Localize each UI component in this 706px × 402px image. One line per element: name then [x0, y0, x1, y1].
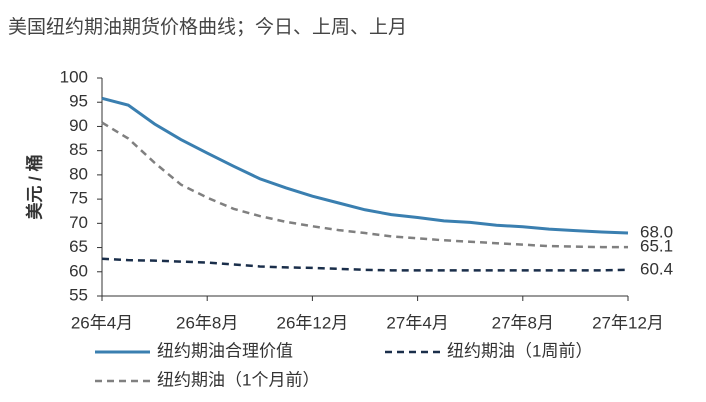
- x-tick-label: 26年12月: [276, 313, 348, 332]
- y-tick-label: 90: [69, 116, 88, 135]
- legend-label: 纽约期油合理价值: [157, 341, 293, 360]
- y-tick-label: 60: [69, 261, 88, 280]
- x-tick-label: 27年4月: [386, 313, 448, 332]
- y-axis-label: 美元 / 桶: [24, 154, 44, 219]
- y-tick-label: 100: [60, 67, 88, 86]
- series-line: [101, 121, 628, 249]
- x-tick-label: 27年12月: [592, 313, 664, 332]
- chart-title: 美国纽约期油期货价格曲线；今日、上周、上月: [8, 16, 407, 38]
- x-tick-label: 26年4月: [71, 313, 133, 332]
- value-label: 65.1: [640, 237, 673, 256]
- x-tick-label: 27年8月: [492, 313, 554, 332]
- y-tick-label: 70: [69, 213, 88, 232]
- y-tick-label: 85: [69, 140, 88, 159]
- value-label: 60.4: [640, 259, 673, 278]
- value-label: 68.0: [640, 223, 673, 242]
- y-tick-label: 75: [69, 189, 88, 208]
- y-tick-label: 65: [69, 237, 88, 256]
- x-tick-label: 26年8月: [176, 313, 238, 332]
- y-tick-label: 55: [69, 285, 88, 304]
- y-tick-label: 80: [69, 164, 88, 183]
- y-tick-label: 95: [69, 92, 88, 111]
- series-line: [101, 96, 629, 235]
- legend-label: 纽约期油（1个月前）: [157, 370, 319, 389]
- series-line: [101, 257, 629, 272]
- legend-label: 纽约期油（1周前）: [447, 341, 592, 360]
